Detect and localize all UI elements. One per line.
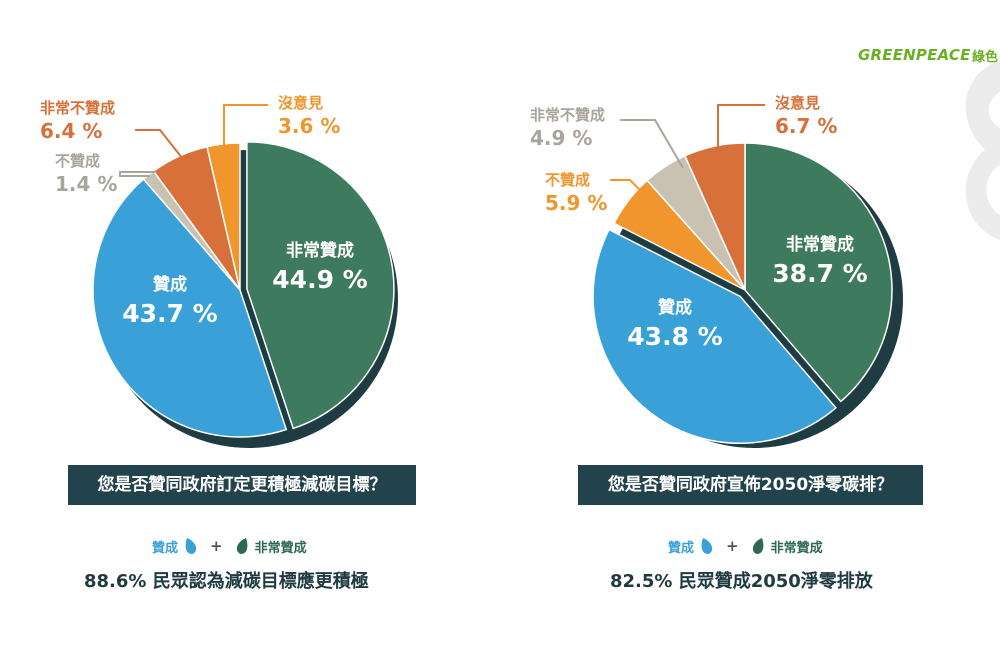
chart1-legend: 贊成 + 非常贊成 (152, 534, 307, 558)
slice-value-label: 43.7 % (122, 299, 217, 328)
callout-value-label: 5.9 % (545, 191, 607, 215)
slice-label: 非常贊成 (286, 240, 354, 261)
legend-very-agree-label: 非常贊成 (254, 540, 307, 556)
slice-value-label: 43.8 % (627, 322, 722, 351)
chart1-summary: 88.6% 民眾認為減碳目標應更積極 (84, 571, 369, 592)
callout-value-label: 6.7 % (775, 114, 837, 138)
legend-agree-label: 贊成 (668, 540, 695, 556)
leaf-blue-icon (185, 538, 197, 554)
chart2-legend: 贊成 + 非常贊成 (668, 534, 823, 558)
pie-slice-very-agree (744, 142, 893, 403)
chart1-question-title: 您是否贊同政府訂定更積極減碳目標？ (68, 465, 416, 505)
greenpeace-logo-cn: 綠色 (972, 50, 999, 65)
callout-value-label: 4.9 % (530, 126, 592, 150)
chart2-summary: 82.5% 民眾贊成2050淨零排放 (610, 571, 873, 592)
legend-agree-label: 贊成 (152, 540, 179, 556)
callout-leader-line (610, 179, 656, 206)
pie-slice-no-opinion (683, 142, 746, 291)
pie-slice-agree (592, 228, 837, 444)
callout-label: 沒意見 (278, 94, 323, 112)
slice-label: 非常贊成 (786, 234, 854, 255)
callout-label: 不贊成 (55, 152, 100, 170)
leaf-green-icon (752, 538, 763, 554)
callout-label: 沒意見 (775, 94, 820, 112)
callout-label: 不贊成 (545, 171, 590, 189)
callout-leader-line (717, 104, 765, 160)
callout-value-label: 1.4 % (55, 172, 117, 196)
callout-label: 非常不贊成 (40, 99, 115, 117)
slice-label: 贊成 (658, 297, 692, 318)
legend-very-agree-label: 非常贊成 (770, 540, 823, 556)
greenpeace-logo: GREENPEACE (858, 46, 971, 64)
callout-leader-line (620, 119, 684, 169)
callout-label: 非常不贊成 (530, 106, 605, 124)
callout-value-label: 3.6 % (278, 114, 340, 138)
pie-slice-agree (92, 178, 288, 438)
callout-leader-line (223, 104, 268, 163)
slice-label: 贊成 (153, 274, 187, 295)
leaf-green-icon (236, 538, 247, 554)
callout-leader-line (119, 171, 155, 177)
pie-slice-very-agree (246, 141, 395, 430)
callout-leader-line (135, 129, 191, 169)
callout-value-label: 6.4 % (40, 119, 102, 143)
slice-value-label: 38.7 % (772, 259, 867, 288)
legend-plus: + (210, 537, 223, 555)
legend-plus: + (726, 537, 739, 555)
leaf-blue-icon (701, 538, 713, 554)
chart2-question-title: 您是否贊同政府宣佈2050淨零碳排？ (578, 465, 923, 505)
slice-value-label: 44.9 % (272, 265, 367, 294)
